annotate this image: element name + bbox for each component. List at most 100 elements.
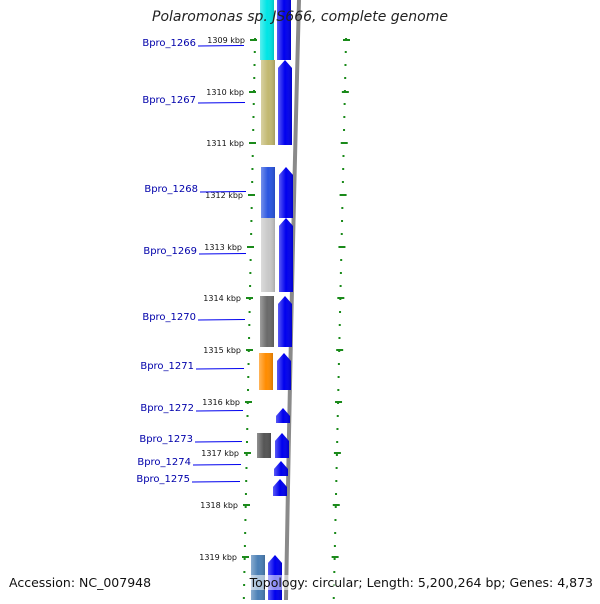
tick-dot	[337, 363, 340, 365]
cog-block-shade	[257, 433, 271, 458]
tick-dot	[335, 493, 338, 495]
tick-dot	[342, 168, 345, 170]
tick-dot	[245, 480, 248, 482]
kbp-tick-label: 1309 kbp	[207, 36, 245, 45]
forward-gene-arrow-shade	[278, 296, 292, 347]
tick-dot	[253, 77, 256, 79]
tick-dot	[252, 103, 255, 105]
forward-gene-arrow-shade	[275, 433, 289, 458]
tick-dot	[343, 103, 346, 105]
tick-dot	[341, 181, 344, 183]
gene-label-leader	[194, 441, 243, 443]
gene-label[interactable]: Bpro_1268	[144, 184, 198, 195]
tick-dot	[340, 233, 343, 235]
tick-dot	[243, 558, 246, 560]
gene-label-leader	[197, 102, 246, 104]
tick-dot	[243, 584, 246, 586]
kbp-ticks: 1309 kbp 1310 kbp 1311 kbp 1312 kbp 1313 kbp…	[199, 36, 350, 562]
tick-dot	[334, 519, 337, 521]
gene-label[interactable]: Bpro_1269	[143, 246, 197, 257]
tick-dot	[335, 480, 338, 482]
forward-gene-arrow-shade	[278, 60, 292, 145]
cog-block-shade	[260, 296, 274, 347]
tick-dot	[336, 441, 339, 443]
gene-label-leader	[195, 410, 244, 412]
tick-dot	[245, 441, 248, 443]
kbp-tick-label: 1319 kbp	[199, 553, 237, 562]
tick-dot	[339, 272, 342, 274]
tick-dot	[244, 532, 247, 534]
tick-dot	[251, 155, 254, 157]
tick-dot	[245, 454, 248, 456]
gene-labels: Bpro_1266 Bpro_1267 Bpro_1268 Bpro_1269 Bpro…	[136, 38, 247, 485]
gene-label[interactable]: Bpro_1272	[140, 403, 194, 414]
tick-dot	[247, 389, 250, 391]
gene-label[interactable]: Bpro_1274	[137, 457, 191, 468]
tick-dot	[332, 597, 335, 599]
gene-label-leader	[199, 191, 247, 193]
tick-dot	[253, 64, 256, 66]
tick-dot	[343, 129, 346, 131]
tick-dot	[247, 363, 250, 365]
tick-dot	[244, 506, 247, 508]
forward-gene-arrow-shade	[273, 479, 287, 496]
tick-dot	[245, 467, 248, 469]
tick-dot	[338, 337, 341, 339]
tick-dot	[246, 415, 249, 417]
gene-label-leader	[197, 45, 245, 47]
tick-dot	[244, 519, 247, 521]
gene-label[interactable]: Bpro_1275	[136, 474, 190, 485]
gene-label-leader	[197, 319, 246, 321]
tick-dot	[336, 428, 339, 430]
kbp-tick-label: 1316 kbp	[202, 398, 240, 407]
tick-dot	[249, 272, 252, 274]
tick-dot	[251, 181, 254, 183]
gene-label[interactable]: Bpro_1270	[142, 312, 196, 323]
tick-dot	[252, 116, 255, 118]
topology-summary: Topology: circular; Length: 5,200,264 bp…	[249, 575, 593, 590]
forward-gene-arrow-shade	[277, 0, 291, 60]
tick-dot	[341, 220, 344, 222]
genome-backbone	[284, 0, 301, 601]
map-title: Polaromonas sp. JS666, complete genome	[152, 9, 448, 25]
tick-dot	[249, 285, 252, 287]
tick-dot	[249, 259, 252, 261]
cog-block-shade	[261, 60, 275, 145]
gene-label[interactable]: Bpro_1273	[139, 434, 193, 445]
tick-dot	[253, 51, 256, 53]
tick-dot	[250, 220, 253, 222]
tick-dot	[248, 324, 251, 326]
outer-tick-ring	[332, 38, 348, 599]
tick-dot	[242, 597, 245, 599]
tick-dot	[341, 207, 344, 209]
gene-label[interactable]: Bpro_1271	[140, 361, 194, 372]
tick-dot	[344, 51, 347, 53]
tick-dot	[247, 376, 250, 378]
forward-gene-arrow-shade	[277, 353, 291, 390]
tick-dot	[243, 545, 246, 547]
gene-label[interactable]: Bpro_1267	[142, 95, 196, 106]
tick-dot	[339, 285, 342, 287]
tick-dot	[250, 233, 253, 235]
tick-dot	[343, 116, 346, 118]
forward-gene-arrow-shade	[279, 167, 293, 218]
tick-dot	[344, 64, 347, 66]
tick-dot	[251, 168, 254, 170]
tick-dot	[337, 376, 340, 378]
gene-label[interactable]: Bpro_1266	[142, 38, 196, 49]
kbp-tick-label: 1317 kbp	[201, 449, 239, 458]
kbp-tick-label: 1311 kbp	[206, 139, 244, 148]
tick-dot	[248, 311, 251, 313]
kbp-tick-label: 1310 kbp	[206, 88, 244, 97]
gene-label-leader	[192, 464, 242, 466]
gene-label-leader	[195, 368, 245, 370]
forward-gene-arrow-shade	[274, 461, 288, 476]
cog-block-shade	[261, 167, 275, 218]
tick-dot	[335, 467, 338, 469]
accession-text: Accession: NC_007948	[9, 575, 152, 590]
tick-dot	[250, 207, 253, 209]
tick-dot	[339, 311, 342, 313]
tick-dot	[344, 77, 347, 79]
